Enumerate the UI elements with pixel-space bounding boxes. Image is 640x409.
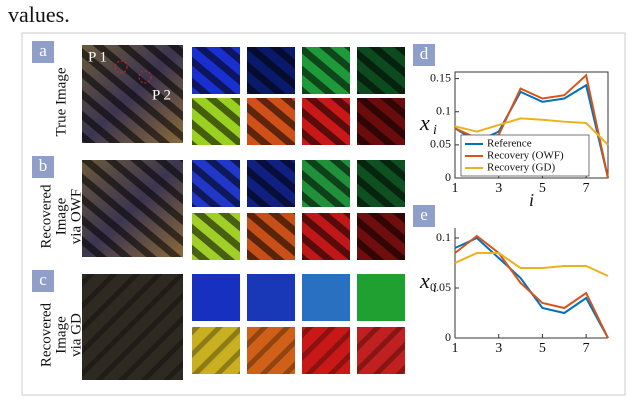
x-tick-label: 1 [452,181,459,196]
row-label: Image [53,197,69,235]
row-label: Recovered [38,184,54,249]
panel-label: e [420,205,428,224]
image-tile-texture [302,327,350,374]
image-tile-texture [357,160,405,207]
panel-badge [32,270,54,292]
image-tile-texture [192,47,240,94]
image-tile-texture [192,213,240,260]
image-tile-texture [302,98,350,145]
image-tile-texture [357,47,405,94]
axes-box [454,71,609,179]
image-tile-texture [192,327,240,374]
image-tile [302,274,350,321]
line-series [454,234,609,339]
image-tile-texture [357,327,405,374]
x-tick-label: 5 [539,181,546,196]
legend-label: Recovery (GD) [487,162,555,174]
panel-badge [32,156,54,178]
image-tile-texture [302,47,350,94]
image-tile-texture [247,98,295,145]
y-tick-label: 0 [445,330,451,344]
x-tick-label: 5 [539,341,546,356]
body-text: values. [8,2,70,27]
x-axis-label: i [529,190,534,210]
image-texture [82,274,183,380]
chart: e 0 0.05 0.1 1 3 5 7 x i [413,205,609,356]
point-marker [138,70,152,84]
x-tick-label: 7 [583,341,590,356]
image-tile-texture [192,98,240,145]
panel-badge [413,205,435,227]
image-tile-texture [302,213,350,260]
image-tile [192,274,240,321]
y-axis-label-sub: i [433,281,437,296]
x-tick-label: 3 [495,181,502,196]
image-tile-texture [357,213,405,260]
image-tile-texture [357,98,405,145]
image-tile-texture [247,160,295,207]
panel-label: b [39,156,48,175]
image-texture [82,160,183,257]
panel-row: a True Image P 1 P 2 [32,41,405,145]
image-tile [247,274,295,321]
legend-label: Recovery (OWF) [487,150,564,162]
y-axis-label: x [419,268,430,293]
x-tick-label: 3 [495,341,502,356]
line-series [454,117,609,146]
point-label: P 1 [88,49,107,65]
panel-badge [413,44,435,66]
image-tile-texture [247,327,295,374]
panel-label: c [39,270,47,289]
image-tile-texture [247,47,295,94]
y-axis-label: x [419,110,430,135]
row-label: via GD [68,313,84,357]
y-tick-label: 0 [445,170,451,184]
row-label: Image [53,316,69,354]
row-label: True Image [53,67,69,136]
legend-label: Reference [487,138,532,150]
figure-border [21,32,626,396]
row-label: via OWF [68,189,84,244]
image-texture [82,45,183,143]
y-tick-label: 0.1 [436,104,451,118]
row-label: Recovered [38,302,54,367]
point-label: P 2 [152,87,171,103]
panel-badge [32,41,54,63]
panel-row: b Recovered Image via OWF [32,156,405,260]
x-tick-label: 7 [583,181,590,196]
panel-label: a [39,41,47,60]
point-marker [114,60,128,74]
image-tile-texture [192,160,240,207]
x-tick-label: 1 [452,341,459,356]
y-tick-label: 0.15 [430,70,451,84]
y-tick-label: 0.05 [430,137,451,151]
y-tick-label: 0.1 [436,230,451,244]
panel-label: d [420,44,429,63]
image-tile-texture [302,160,350,207]
panel-row: c Recovered Image via GD [32,270,405,380]
image-tile-texture [247,213,295,260]
y-axis-label-sub: i [433,123,437,138]
line-series [454,252,609,277]
image-tile [357,274,405,321]
y-tick-label: 0.05 [430,280,451,294]
